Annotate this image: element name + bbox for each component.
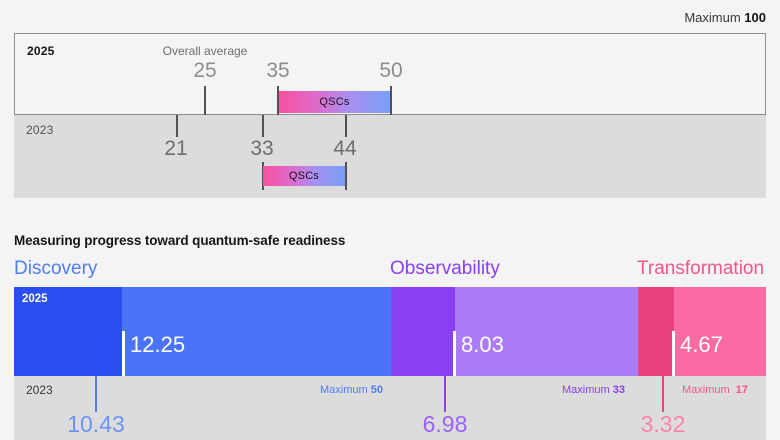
maximum-word-discovery: Maximum — [320, 384, 368, 396]
value-discovery-2023: 10.43 — [67, 411, 125, 437]
qsc-range-bar-2025: QSCs — [279, 91, 390, 113]
segment-observability-value — [391, 287, 455, 376]
segment-discovery-value — [14, 287, 122, 376]
maximum-value-observability: 33 — [612, 384, 625, 396]
maximum-word: Maximum — [684, 10, 741, 25]
qsc-2023-start-tick — [262, 115, 264, 137]
marker-transformation-2025 — [672, 331, 675, 376]
maximum-discovery: Maximum 50 — [320, 384, 383, 396]
category-label-discovery: Discovery — [14, 258, 98, 279]
qsc-range-bar-2023: QSCs — [263, 166, 345, 186]
category-label-observability: Observability — [390, 258, 500, 279]
segment-discovery-remainder — [122, 287, 391, 376]
qsc-2025-start-value: 35 — [266, 59, 290, 82]
row-2023-readiness: 2023 Maximum 50 Maximum 33 Maximum 17 — [14, 376, 766, 440]
value-discovery-2025: 12.25 — [130, 332, 186, 357]
segment-transformation-remainder — [674, 287, 766, 376]
category-label-transformation: Transformation — [637, 258, 765, 279]
value-observability-2023: 6.98 — [422, 411, 468, 437]
qsc-2023-bar-start-tick — [262, 162, 264, 190]
value-observability-2025: 8.03 — [461, 332, 504, 357]
maximum-value-transformation: 17 — [735, 384, 748, 396]
chart-title: Measuring progress toward quantum-safe r… — [14, 233, 346, 248]
marker-discovery-2023 — [95, 376, 98, 412]
row-2023: 2023 — [14, 115, 766, 198]
qsc-2023-end-value: 44 — [333, 137, 357, 160]
marker-transformation-2023 — [662, 376, 665, 412]
overall-average-panel: Maximum 100 2025 2023 Overall average 25… — [0, 0, 780, 205]
marker-observability-2023 — [444, 376, 447, 412]
overall-average-caption: Overall average — [162, 44, 248, 58]
maximum-value-discovery: 50 — [370, 384, 383, 396]
maximum-word-transformation: Maximum — [682, 384, 730, 396]
stacked-bar-2025: 2025 12.25 8.03 4.67 — [14, 287, 766, 376]
maximum-value: 100 — [744, 10, 766, 25]
segment-transformation-value — [638, 287, 674, 376]
row-2025-year-label: 2025 — [27, 44, 55, 58]
readiness-2023-year-label: 2023 — [26, 383, 53, 397]
qsc-bar-label-2023: QSCs — [288, 170, 320, 182]
qsc-2023-start-value: 33 — [250, 137, 274, 160]
avg-2025-value: 25 — [193, 59, 217, 82]
row-2023-year-label: 2023 — [26, 123, 54, 137]
avg-2025-tick — [204, 86, 206, 115]
maximum-observability: Maximum 33 — [562, 384, 625, 396]
stacked-bar-year-label: 2025 — [22, 293, 48, 305]
qsc-2023-bar-end-tick — [345, 162, 347, 190]
avg-2023-value: 21 — [164, 137, 188, 160]
qsc-2025-end-value: 50 — [379, 59, 403, 82]
maximum-scale-label: Maximum 100 — [684, 10, 766, 25]
qsc-2025-start-tick — [277, 86, 279, 115]
qsc-bar-label-2025: QSCs — [319, 96, 350, 108]
maximum-transformation: Maximum 17 — [682, 384, 748, 396]
value-transformation-2025: 4.67 — [680, 332, 723, 357]
readiness-panel: Measuring progress toward quantum-safe r… — [0, 225, 780, 440]
marker-observability-2025 — [453, 331, 456, 376]
value-transformation-2023: 3.32 — [640, 411, 686, 437]
qsc-2023-end-tick — [345, 115, 347, 137]
qsc-2025-end-tick — [390, 86, 392, 115]
segment-observability-remainder — [455, 287, 638, 376]
maximum-word-observability: Maximum — [562, 384, 610, 396]
marker-discovery-2025 — [122, 331, 125, 376]
avg-2023-tick — [176, 115, 178, 137]
